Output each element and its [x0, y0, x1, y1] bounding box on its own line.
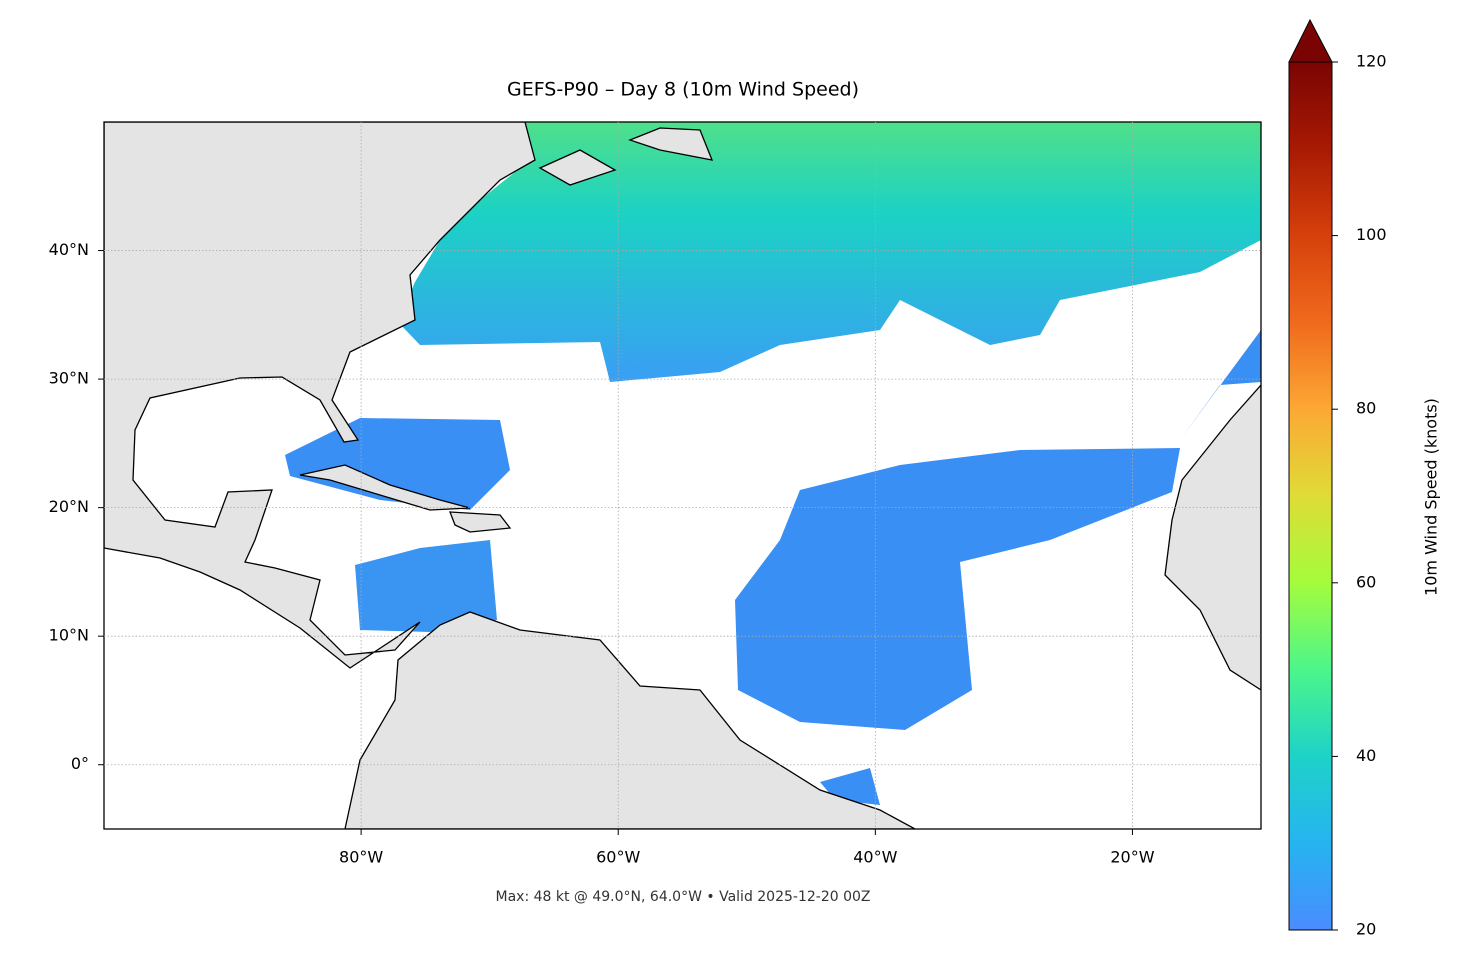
wind-area: [1180, 330, 1261, 440]
colorbar-tick-label: 120: [1356, 52, 1387, 71]
land: [628, 127, 714, 161]
land: [449, 511, 512, 533]
y-tick-label: 40°N: [49, 240, 89, 259]
land: [104, 122, 536, 669]
colorbar-tick-label: 80: [1356, 399, 1376, 418]
colorbar-label: 10m Wind Speed (knots): [1422, 398, 1441, 596]
land: [344, 611, 916, 829]
x-tick-label: 60°W: [596, 848, 640, 867]
land: [538, 149, 617, 186]
colorbar-tick-label: 20: [1356, 920, 1376, 939]
y-tick-label: 20°N: [49, 497, 89, 516]
wind-area: [735, 448, 1180, 730]
colorbar-extend: [1288, 18, 1333, 63]
map-frame: [103, 121, 1262, 830]
map-note: Max: 48 kt @ 49.0°N, 64.0°W • Valid 2025…: [496, 889, 871, 905]
colorbar: [1288, 61, 1333, 931]
y-tick-label: 30°N: [49, 369, 89, 388]
wind-area: [398, 122, 1261, 382]
x-tick-label: 20°W: [1110, 848, 1154, 867]
x-tick-label: 80°W: [339, 848, 383, 867]
map: [104, 122, 1261, 829]
colorbar-tick-label: 100: [1356, 225, 1387, 244]
colorbar-tick-label: 40: [1356, 746, 1376, 765]
y-tick-label: 0°: [71, 754, 89, 773]
wind-area: [285, 418, 510, 510]
land: [299, 464, 471, 511]
y-tick-label: 10°N: [49, 626, 89, 645]
map-title: GEFS-P90 – Day 8 (10m Wind Speed): [507, 79, 859, 101]
x-tick-label: 40°W: [853, 848, 897, 867]
colorbar-tick-label: 60: [1356, 572, 1376, 591]
wind-area: [355, 540, 497, 632]
land: [1164, 384, 1261, 691]
